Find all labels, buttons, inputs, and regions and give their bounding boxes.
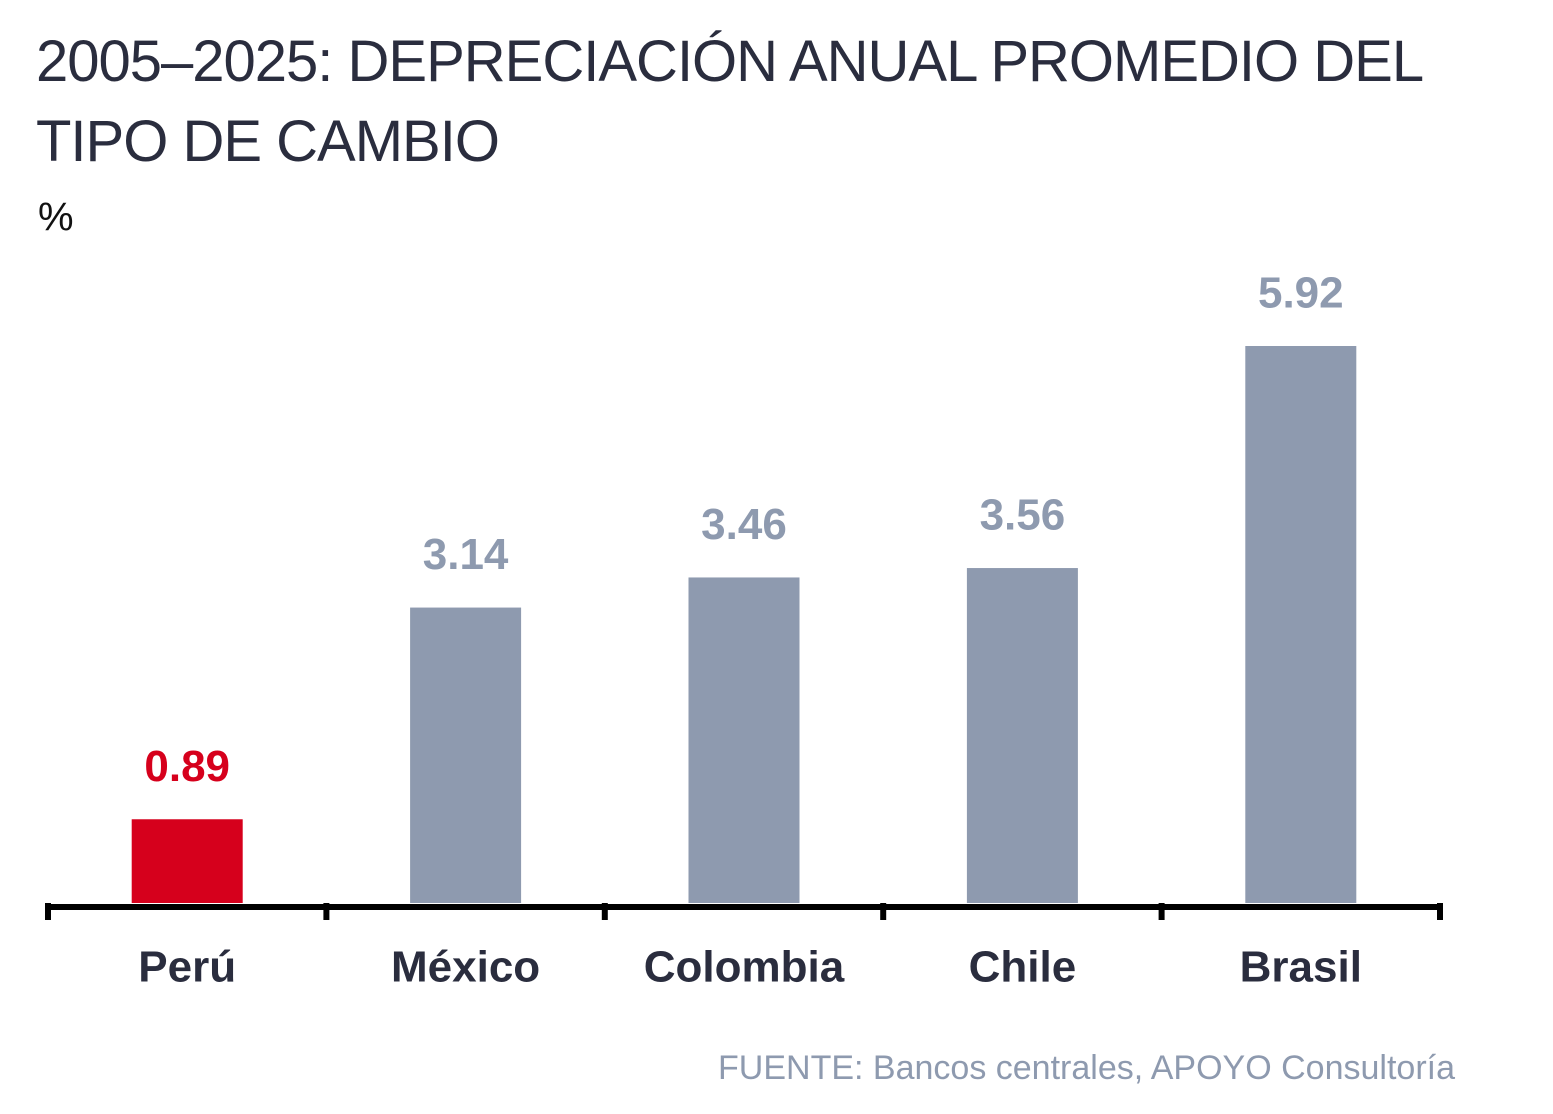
bar xyxy=(966,568,1078,903)
bar xyxy=(1245,346,1357,903)
value-label: 3.14 xyxy=(423,530,509,579)
value-label: 3.46 xyxy=(701,500,787,549)
value-label: 3.56 xyxy=(980,491,1066,540)
source: FUENTE: Bancos centrales, APOYO Consulto… xyxy=(718,1049,1455,1087)
bar xyxy=(688,577,800,903)
x-tick-label: Chile xyxy=(969,943,1077,992)
value-label: 0.89 xyxy=(144,742,230,791)
value-label: 5.92 xyxy=(1258,269,1344,318)
x-tick-label: México xyxy=(391,943,540,992)
x-tick-label: Perú xyxy=(138,943,236,992)
x-tick-label: Brasil xyxy=(1240,943,1362,992)
chart-title: 2005–2025: DEPRECIACIÓN ANUAL PROMEDIO D… xyxy=(36,29,1422,174)
bar xyxy=(410,607,522,903)
bar xyxy=(131,819,243,903)
x-tick-label: Colombia xyxy=(644,943,845,992)
unit-label: % xyxy=(38,196,74,240)
